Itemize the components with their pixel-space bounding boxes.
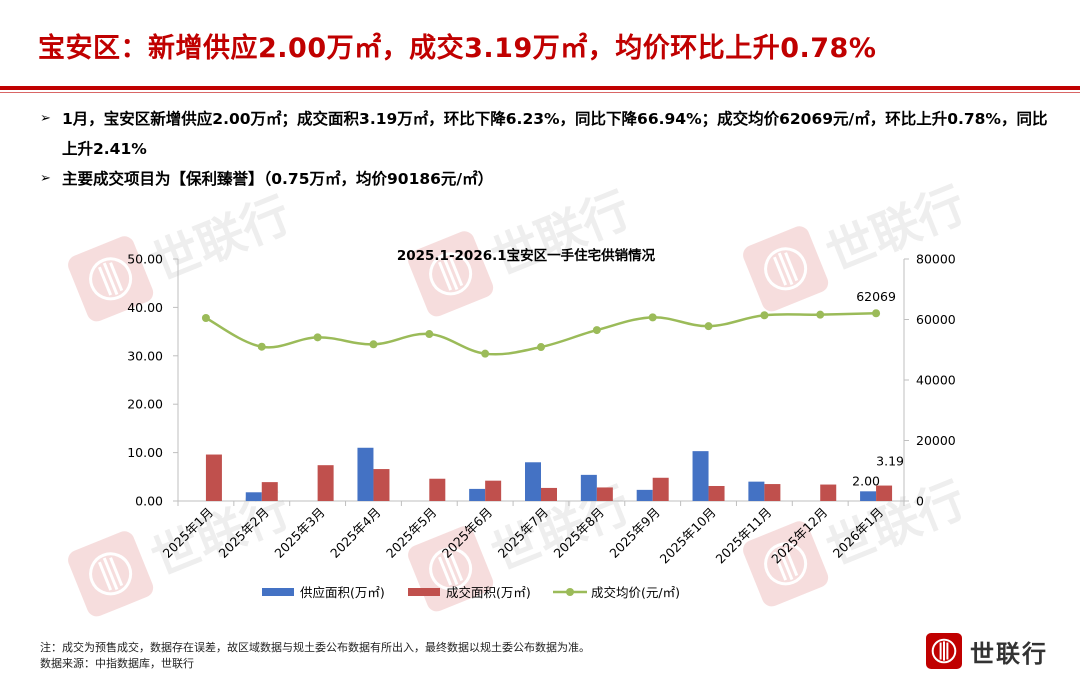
y-right-tick-label: 0 xyxy=(916,494,924,509)
footnote: 注：成交为预售成交，数据存在误差，故区域数据与规土委公布数据有所出入，最终数据以… xyxy=(40,640,590,672)
summary-bullet: ➢ 主要成交项目为【保利臻誉】（0.75万㎡，均价90186元/㎡） xyxy=(40,164,1050,194)
y-right-tick-label: 20000 xyxy=(916,433,956,448)
sales-bar xyxy=(541,487,557,501)
data-label: 3.19 xyxy=(876,454,904,469)
supply-bar xyxy=(692,451,709,501)
x-tick-label: 2025年11月 xyxy=(712,505,774,567)
bullet-arrow-icon: ➢ xyxy=(40,111,51,126)
brand-name: 世联行 xyxy=(970,639,1048,668)
supply-bar xyxy=(636,489,653,501)
x-tick-label: 2025年10月 xyxy=(657,505,719,567)
sales-bar xyxy=(429,478,446,501)
price-point xyxy=(760,311,769,320)
x-tick-label: 2026年1月 xyxy=(830,505,886,561)
y-left-tick-label: 0.00 xyxy=(135,494,163,509)
sales-bar xyxy=(373,469,390,501)
supply-bar xyxy=(357,447,374,501)
sales-bar xyxy=(876,485,893,501)
brand-logo: 世联行 xyxy=(926,633,1048,669)
page-title: 宝安区：新增供应2.00万㎡，成交3.19万㎡，均价环比上升0.78% xyxy=(38,33,877,64)
supply-bar xyxy=(580,474,597,501)
data-label: 62069 xyxy=(856,289,896,304)
y-left-tick-label: 10.00 xyxy=(127,445,163,460)
x-tick-label: 2025年7月 xyxy=(495,505,551,561)
sales-bar xyxy=(261,482,278,501)
x-tick-label: 2025年8月 xyxy=(551,505,607,561)
y-left-tick-label: 50.00 xyxy=(127,252,163,267)
supply-bar xyxy=(469,488,486,501)
y-left-tick-label: 20.00 xyxy=(127,397,163,412)
supply-bar xyxy=(525,462,541,501)
sales-bar xyxy=(652,477,669,501)
supply-bar xyxy=(748,481,765,501)
summary-text-2: 主要成交项目为【保利臻誉】（0.75万㎡，均价90186元/㎡） xyxy=(62,170,494,188)
supply-bar xyxy=(860,491,877,501)
x-tick-label: 2025年5月 xyxy=(383,505,439,561)
price-point xyxy=(648,313,657,322)
sales-bar xyxy=(317,465,334,501)
price-point xyxy=(592,326,601,335)
summary-bullet: ➢ 1月，宝安区新增供应2.00万㎡；成交面积3.19万㎡，环比下降6.23%，… xyxy=(40,104,1050,164)
price-point xyxy=(313,333,322,342)
x-tick-label: 2025年3月 xyxy=(271,505,327,561)
summary-bullets: ➢ 1月，宝安区新增供应2.00万㎡；成交面积3.19万㎡，环比下降6.23%，… xyxy=(40,104,1050,194)
price-point xyxy=(425,330,434,339)
chart-title: 2025.1-2026.1宝安区一手住宅供销情况 xyxy=(397,247,656,264)
price-point xyxy=(816,310,825,319)
legend-label: 成交面积(万㎡) xyxy=(446,585,531,600)
summary-text-1: 1月，宝安区新增供应2.00万㎡；成交面积3.19万㎡，环比下降6.23%，同比… xyxy=(62,110,1048,158)
price-point xyxy=(872,309,881,318)
price-point xyxy=(704,322,713,331)
y-left-tick-label: 40.00 xyxy=(127,300,163,315)
legend-swatch xyxy=(262,588,294,596)
brand-logo-icon xyxy=(926,633,962,669)
x-tick-label: 2025年1月 xyxy=(160,505,216,561)
x-tick-label: 2025年6月 xyxy=(439,505,495,561)
price-point xyxy=(369,340,378,349)
y-left-tick-label: 30.00 xyxy=(127,348,163,363)
bullet-arrow-icon: ➢ xyxy=(40,171,51,186)
y-right-tick-label: 60000 xyxy=(916,312,956,327)
legend-swatch xyxy=(408,588,440,596)
footnote-note: 注：成交为预售成交，数据存在误差，故区域数据与规土委公布数据有所出入，最终数据以… xyxy=(40,641,590,654)
data-label: 2.00 xyxy=(852,473,880,488)
footnote-source: 数据来源：中指数据库，世联行 xyxy=(40,657,194,670)
x-tick-label: 2025年2月 xyxy=(215,505,271,561)
legend-label: 供应面积(万㎡) xyxy=(300,585,385,600)
sales-bar xyxy=(820,484,837,501)
sales-bar xyxy=(708,485,725,501)
sales-bar xyxy=(485,480,502,501)
sales-bar xyxy=(205,454,222,501)
y-right-tick-label: 80000 xyxy=(916,252,956,267)
supply-bar xyxy=(245,492,262,501)
x-tick-label: 2025年9月 xyxy=(606,505,662,561)
y-right-tick-label: 40000 xyxy=(916,373,956,388)
price-point xyxy=(257,342,266,351)
sales-bar xyxy=(596,487,613,501)
x-tick-label: 2025年4月 xyxy=(327,505,383,561)
title-divider xyxy=(0,86,1080,90)
price-point xyxy=(481,349,490,358)
title-divider-thin xyxy=(0,92,1080,93)
legend-label: 成交均价(元/㎡) xyxy=(591,585,680,600)
price-point xyxy=(201,313,210,322)
sales-bar xyxy=(764,484,781,501)
price-point xyxy=(537,343,545,352)
x-tick-label: 2025年12月 xyxy=(768,505,830,567)
legend-marker xyxy=(566,588,574,596)
